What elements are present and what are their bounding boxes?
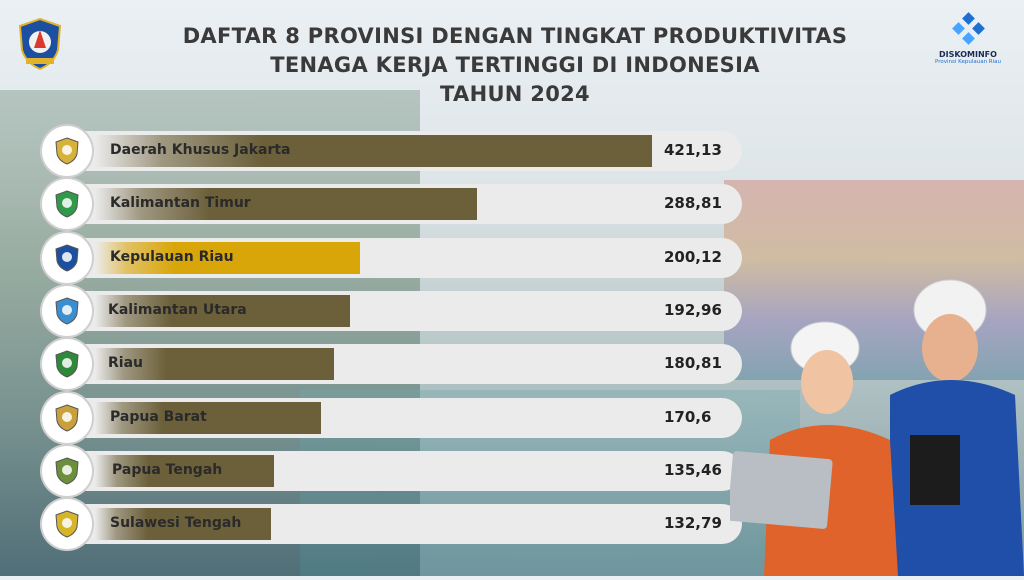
title-line-1: DAFTAR 8 PROVINSI DENGAN TINGKAT PRODUKT…	[182, 24, 848, 48]
diskominfo-logo: DISKOMINFO Provinsi Kepulauan Riau	[928, 12, 1008, 74]
bar	[95, 401, 321, 434]
province-emblem-icon	[42, 445, 92, 496]
bar	[95, 454, 275, 487]
bar	[95, 294, 351, 327]
value-label: 135,46	[664, 460, 722, 479]
value-label: 170,6	[664, 407, 712, 426]
category-label: Riau	[108, 355, 143, 372]
category-label: Papua Tengah	[112, 461, 223, 478]
value-label: 192,96	[664, 300, 722, 319]
province-emblem-icon	[42, 285, 92, 336]
province-emblem-icon	[42, 392, 92, 443]
category-label: Kalimantan Timur	[110, 195, 251, 212]
category-label: Sulawesi Tengah	[110, 515, 242, 532]
category-label: Kalimantan Utara	[108, 301, 247, 318]
province-emblem-logo	[18, 17, 62, 71]
province-emblem-icon	[42, 179, 92, 230]
category-label: Papua Barat	[110, 408, 207, 425]
value-label: 421,13	[664, 141, 722, 159]
bar	[95, 188, 477, 221]
title-line-2: TENAGA KERJA TERTINGGI DI INDONESIA	[270, 53, 760, 77]
bar	[95, 348, 335, 381]
bar	[95, 241, 360, 274]
province-emblem-icon	[42, 339, 92, 390]
workers-illustration	[727, 270, 1024, 576]
diskominfo-subtitle: Provinsi Kepulauan Riau	[934, 59, 1002, 65]
category-label: Kepulauan Riau	[110, 248, 234, 265]
value-label: 200,12	[664, 247, 722, 266]
province-emblem-icon	[42, 232, 92, 283]
title-line-3: TAHUN 2024	[440, 82, 590, 106]
chart-title: DAFTAR 8 PROVINSI DENGAN TINGKAT PRODUKT…	[120, 22, 910, 109]
province-emblem-icon	[42, 126, 92, 176]
diskominfo-name: DISKOMINFO	[939, 50, 997, 59]
bar	[95, 508, 271, 541]
value-label: 180,81	[664, 354, 722, 373]
bar	[95, 135, 652, 167]
category-label: Daerah Khusus Jakarta	[110, 142, 291, 158]
province-emblem-icon	[42, 499, 92, 550]
value-label: 288,81	[664, 194, 722, 213]
value-label: 132,79	[664, 514, 722, 533]
